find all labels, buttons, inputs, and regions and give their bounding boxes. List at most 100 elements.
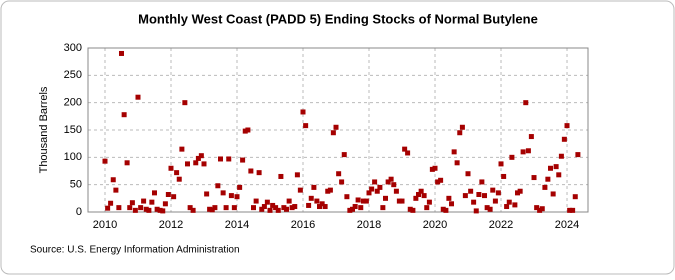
point (517, 188, 523, 194)
point (520, 149, 526, 155)
point (256, 170, 262, 176)
point (363, 198, 369, 204)
x-tick-label: 2016 (291, 219, 315, 231)
point (487, 206, 493, 212)
x-tick-label: 2022 (489, 219, 513, 231)
point (201, 161, 207, 167)
point (129, 200, 135, 206)
point (303, 123, 309, 129)
point (374, 188, 380, 194)
point (190, 207, 196, 213)
x-tick-label: 2012 (159, 219, 183, 231)
point (360, 198, 366, 204)
point (217, 156, 223, 162)
y-tick-label: 150 (64, 124, 82, 136)
point (314, 198, 320, 204)
point (383, 195, 389, 201)
point (182, 100, 188, 106)
source: Source: U.S. Energy Information Administ… (30, 245, 240, 256)
point (121, 112, 127, 118)
point (292, 204, 298, 210)
point (446, 195, 452, 201)
point (226, 156, 232, 162)
point (141, 198, 147, 204)
point (127, 205, 133, 211)
point (300, 109, 306, 115)
point (110, 177, 116, 183)
point (421, 193, 427, 199)
point (388, 176, 394, 182)
point (407, 206, 413, 212)
point (468, 188, 474, 194)
point (495, 190, 501, 196)
point (261, 204, 267, 210)
point (306, 202, 312, 208)
point (330, 130, 336, 136)
point (102, 158, 108, 164)
point (344, 194, 350, 200)
point (143, 206, 149, 212)
point (278, 173, 284, 179)
point (558, 153, 564, 159)
point (264, 199, 270, 205)
point (168, 165, 174, 171)
point (369, 186, 375, 192)
point (443, 207, 449, 213)
point (413, 195, 419, 201)
point (184, 161, 190, 167)
point (542, 184, 548, 190)
y-tick-label: 50 (70, 179, 82, 191)
point (237, 184, 243, 190)
point (482, 193, 488, 199)
point (242, 128, 248, 134)
point (531, 175, 537, 181)
y-tick-label: 100 (64, 151, 82, 163)
point (341, 152, 347, 158)
point (564, 123, 570, 129)
point (118, 50, 124, 56)
point (198, 153, 204, 159)
point (176, 176, 182, 182)
point (124, 160, 130, 166)
point (501, 173, 507, 179)
point (339, 179, 345, 185)
point (317, 204, 323, 210)
chart-title: Monthly West Coast (PADD 5) Ending Stock… (138, 11, 538, 26)
point (193, 160, 199, 166)
y-tick-label: 250 (64, 69, 82, 81)
point (215, 183, 221, 189)
point (350, 206, 356, 212)
point (399, 198, 405, 204)
point (515, 190, 521, 196)
point (402, 146, 408, 152)
point (525, 148, 531, 154)
x-tick-label: 2010 (93, 219, 117, 231)
point (366, 190, 372, 196)
y-axis-label: Thousand Barrels (38, 86, 50, 173)
point (149, 199, 155, 205)
point (187, 205, 193, 211)
y-tick-label: 200 (64, 97, 82, 109)
point (105, 205, 111, 211)
point (297, 187, 303, 193)
point (490, 187, 496, 193)
point (476, 192, 482, 198)
point (160, 208, 166, 214)
point (537, 207, 543, 213)
point (151, 190, 157, 196)
point (465, 171, 471, 177)
point (240, 157, 246, 163)
point (473, 208, 479, 214)
x-tick-label: 2014 (225, 219, 249, 231)
point (548, 165, 554, 171)
point (438, 177, 444, 183)
point (245, 127, 251, 133)
point (248, 168, 254, 174)
point (333, 124, 339, 130)
point (380, 205, 386, 211)
point (146, 207, 152, 213)
point (267, 207, 273, 213)
point (116, 205, 122, 211)
